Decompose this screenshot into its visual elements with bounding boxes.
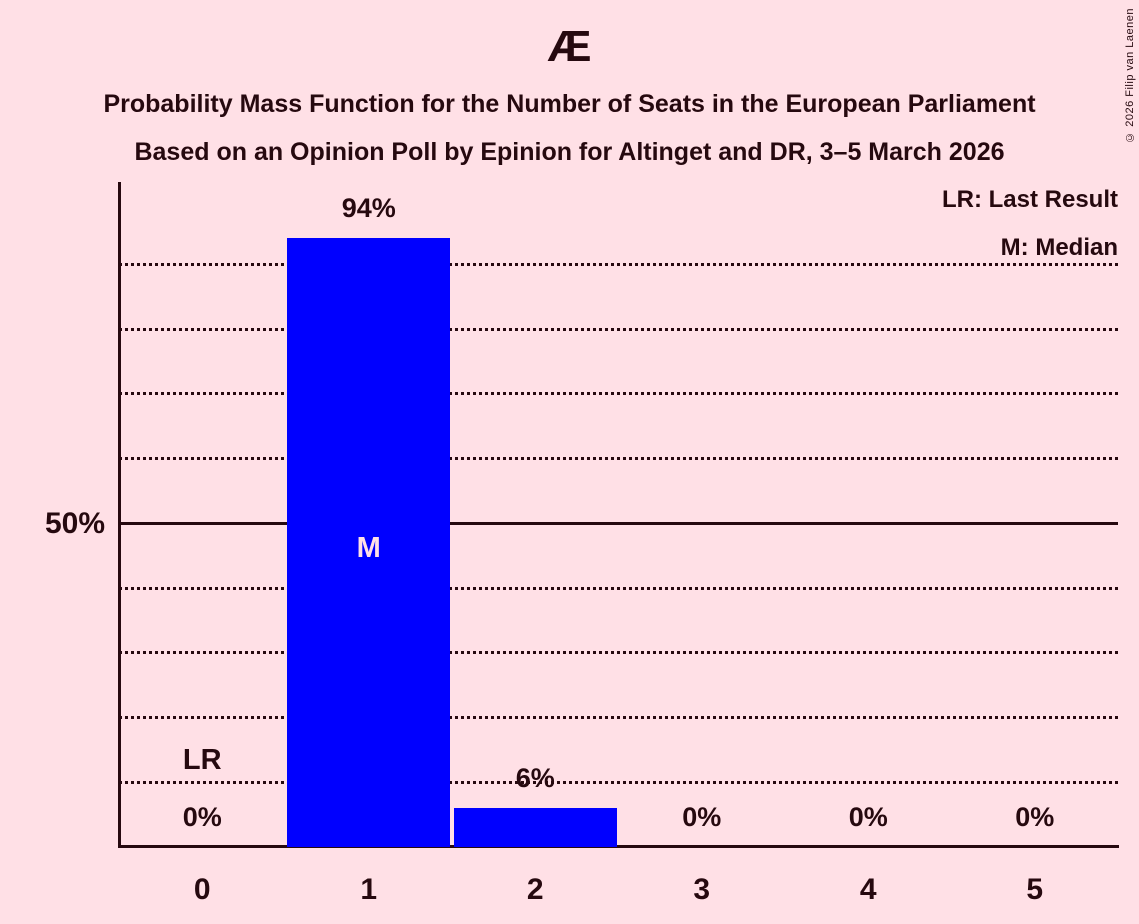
annotation-lr: LR — [182, 744, 222, 777]
gridline-30-dotted — [119, 651, 1118, 655]
value-label-seats-1: 94% — [341, 193, 396, 224]
x-axis-line — [118, 845, 1119, 848]
value-label-seats-4: 0% — [848, 802, 888, 832]
gridline-60-dotted — [119, 457, 1118, 460]
gridline-70-dotted — [119, 392, 1118, 396]
chart-subtitle-source: Based on an Opinion Poll by Epinion for … — [134, 138, 1005, 166]
value-label-seats-3: 0% — [682, 802, 722, 832]
plot-area: 0% 94% 6% 0% 0% 0% LR M — [119, 182, 1118, 847]
gridline-20-dotted — [119, 716, 1118, 719]
gridline-10-dotted — [119, 780, 1118, 784]
x-axis-label-4: 4 — [859, 873, 877, 906]
chart-subtitle-main: Probability Mass Function for the Number… — [103, 90, 1036, 118]
x-axis-labels: 0 1 2 3 4 5 — [119, 869, 1118, 911]
x-axis-label-3: 3 — [693, 873, 711, 906]
value-label-seats-2: 6% — [515, 763, 555, 794]
legend-median: M: Median — [1000, 234, 1118, 261]
chart-title-party: Æ — [547, 22, 592, 71]
bar-seats-1 — [287, 238, 451, 847]
value-label-seats-0: 0% — [182, 802, 222, 832]
x-axis-label-2: 2 — [526, 873, 544, 906]
x-axis-label-5: 5 — [1026, 873, 1044, 906]
gridline-80-dotted — [119, 327, 1118, 331]
gridline-90-dotted — [119, 262, 1118, 266]
annotation-m: M — [356, 531, 381, 564]
y-axis-tick-label-50: 50% — [44, 507, 105, 540]
copyright-notice: © 2026 Filip van Laenen — [1124, 8, 1136, 143]
bar-seats-2 — [453, 808, 617, 847]
gridline-40-dotted — [119, 586, 1118, 590]
x-axis-label-1: 1 — [360, 873, 378, 906]
legend-last-result: LR: Last Result — [941, 186, 1118, 213]
x-axis-label-0: 0 — [193, 873, 211, 906]
gridline-50-solid — [119, 521, 1118, 525]
y-axis-line — [118, 182, 121, 848]
value-label-seats-5: 0% — [1015, 802, 1055, 832]
